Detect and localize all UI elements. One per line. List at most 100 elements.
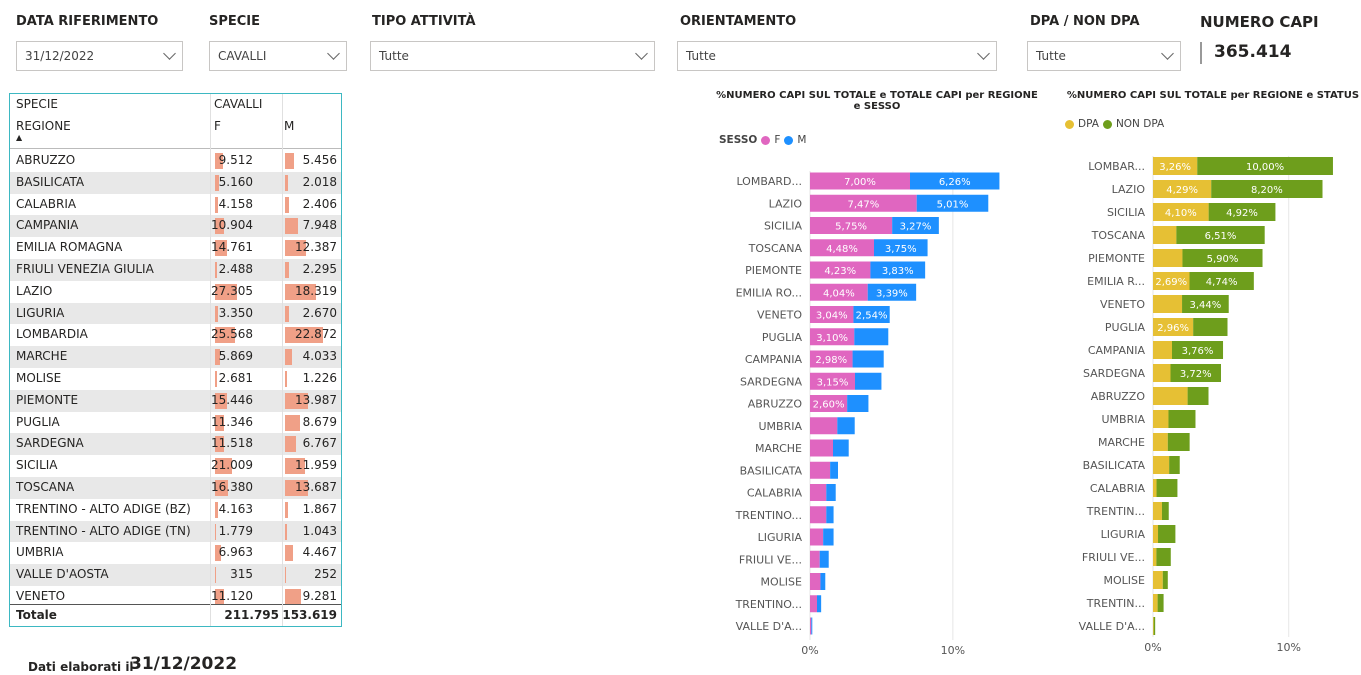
bar-m[interactable] <box>826 484 836 501</box>
bar-non-dpa[interactable] <box>1158 525 1176 543</box>
legend-nondpa-label[interactable]: NON DPA <box>1115 118 1165 130</box>
table-row[interactable]: FRIULI VENEZIA GIULIA 2.488 2.295 <box>10 259 341 281</box>
bar-non-dpa[interactable] <box>1187 387 1209 405</box>
bar-dpa[interactable] <box>1153 456 1170 474</box>
bar-dpa[interactable] <box>1153 410 1169 428</box>
bar-m[interactable] <box>892 217 939 234</box>
table-row[interactable]: UMBRIA 6.963 4.467 <box>10 542 341 564</box>
bar-non-dpa[interactable] <box>1176 226 1265 244</box>
bar-non-dpa[interactable] <box>1170 364 1221 382</box>
bar-f[interactable] <box>810 550 820 568</box>
bar-m[interactable] <box>910 172 1000 190</box>
bar-non-dpa[interactable] <box>1167 433 1190 451</box>
bar-m[interactable] <box>847 395 869 412</box>
table-row[interactable]: SICILIA 21.009 11.959 <box>10 455 341 477</box>
bar-dpa[interactable] <box>1153 272 1190 290</box>
bar-f[interactable] <box>810 439 833 457</box>
bar-f[interactable] <box>810 484 827 501</box>
bar-f[interactable] <box>810 573 821 590</box>
bar-f[interactable] <box>810 194 917 212</box>
bar-dpa[interactable] <box>1153 594 1158 612</box>
table-row[interactable]: BASILICATA 5.160 2.018 <box>10 171 341 194</box>
bar-m[interactable] <box>833 439 849 457</box>
bar-m[interactable] <box>870 261 926 279</box>
bar-m[interactable] <box>853 306 890 323</box>
orientation-dropdown[interactable]: Tutte <box>677 41 997 71</box>
bar-non-dpa[interactable] <box>1153 617 1156 635</box>
header-regione[interactable]: REGIONE <box>16 119 71 133</box>
table-row[interactable]: EMILIA ROMAGNA 14.761 12.387 <box>10 237 341 259</box>
table-row[interactable]: SARDEGNA 11.518 6.767 <box>10 433 341 456</box>
bar-f[interactable] <box>810 261 871 279</box>
bar-m[interactable] <box>855 372 882 390</box>
dpa-dropdown[interactable]: Tutte <box>1027 41 1181 71</box>
bar-f[interactable] <box>810 283 868 301</box>
bar-non-dpa[interactable] <box>1168 410 1196 428</box>
bar-non-dpa[interactable] <box>1189 272 1254 290</box>
bar-m[interactable] <box>817 595 822 613</box>
bar-dpa[interactable] <box>1153 226 1177 244</box>
bar-m[interactable] <box>916 194 989 212</box>
table-row[interactable]: LIGURIA 3.350 2.670 <box>10 302 341 325</box>
legend-f-label[interactable]: F <box>774 134 781 146</box>
bar-dpa[interactable] <box>1153 433 1168 451</box>
bar-m[interactable] <box>837 417 855 435</box>
bar-non-dpa[interactable] <box>1182 295 1229 313</box>
bar-non-dpa[interactable] <box>1156 548 1171 566</box>
table-row[interactable]: TRENTINO - ALTO ADIGE (TN) 1.779 1.043 <box>10 520 341 543</box>
bar-m[interactable] <box>811 617 813 635</box>
table-row[interactable]: ABRUZZO 9.512 5.456 <box>10 150 341 172</box>
bar-f[interactable] <box>810 395 848 412</box>
bar-non-dpa[interactable] <box>1208 203 1276 221</box>
table-row[interactable]: PUGLIA 11.346 8.679 <box>10 412 341 434</box>
bar-f[interactable] <box>810 172 910 190</box>
bar-non-dpa[interactable] <box>1169 456 1180 474</box>
table-row[interactable]: MOLISE 2.681 1.226 <box>10 368 341 390</box>
bar-f[interactable] <box>810 617 812 635</box>
bar-non-dpa[interactable] <box>1172 341 1224 359</box>
table-row[interactable]: TOSCANA 16.380 13.687 <box>10 477 341 499</box>
table-row[interactable]: TRENTINO - ALTO ADIGE (BZ) 4.163 1.867 <box>10 499 341 521</box>
bar-f[interactable] <box>810 217 893 234</box>
bar-f[interactable] <box>810 417 838 435</box>
bar-m[interactable] <box>830 461 838 479</box>
table-row[interactable]: VALLE D'AOSTA 315 252 <box>10 564 341 586</box>
bar-m[interactable] <box>874 239 928 257</box>
table-row[interactable]: PIEMONTE 15.446 13.987 <box>10 389 341 412</box>
bar-non-dpa[interactable] <box>1161 502 1169 520</box>
bar-f[interactable] <box>810 350 853 368</box>
bar-dpa[interactable] <box>1153 341 1172 359</box>
bar-dpa[interactable] <box>1153 525 1159 543</box>
bar-m[interactable] <box>852 350 884 368</box>
bar-dpa[interactable] <box>1153 387 1188 405</box>
header-m[interactable]: M <box>284 119 295 133</box>
species-dropdown[interactable]: CAVALLI <box>209 41 347 71</box>
bar-dpa[interactable] <box>1153 295 1183 313</box>
bar-m[interactable] <box>819 550 829 568</box>
table-row[interactable]: CALABRIA 4.158 2.406 <box>10 194 341 216</box>
table-row[interactable]: MARCHE 5.869 4.033 <box>10 346 341 368</box>
bar-f[interactable] <box>810 372 855 390</box>
table-row[interactable]: CAMPANIA 10.904 7.948 <box>10 215 341 238</box>
bar-non-dpa[interactable] <box>1157 594 1164 612</box>
table-row[interactable]: VENETO 11.120 9.281 <box>10 586 341 608</box>
bar-m[interactable] <box>854 328 889 346</box>
bar-f[interactable] <box>810 239 874 257</box>
bar-f[interactable] <box>810 461 831 479</box>
bar-f[interactable] <box>810 506 827 524</box>
bar-f[interactable] <box>810 528 824 546</box>
bar-m[interactable] <box>823 528 834 546</box>
header-f[interactable]: F <box>214 119 221 133</box>
bar-dpa[interactable] <box>1153 364 1171 382</box>
table-row[interactable]: LOMBARDIA 25.568 22.872 <box>10 324 341 346</box>
bar-non-dpa[interactable] <box>1193 318 1228 336</box>
bar-dpa[interactable] <box>1153 479 1157 497</box>
bar-dpa[interactable] <box>1153 617 1154 635</box>
bar-dpa[interactable] <box>1153 548 1157 566</box>
bar-f[interactable] <box>810 595 817 613</box>
bar-dpa[interactable] <box>1153 180 1212 198</box>
bar-non-dpa[interactable] <box>1156 479 1178 497</box>
bar-dpa[interactable] <box>1153 249 1183 267</box>
bar-non-dpa[interactable] <box>1162 571 1168 589</box>
bar-m[interactable] <box>820 573 826 590</box>
